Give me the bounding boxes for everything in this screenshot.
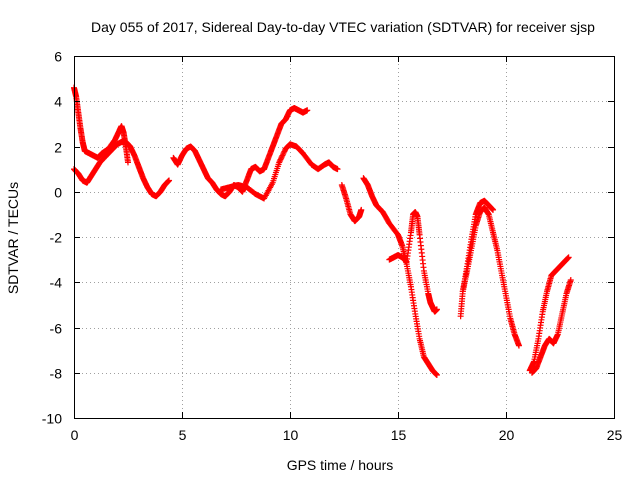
data-point	[565, 254, 572, 261]
x-axis-label: GPS time / hours	[287, 457, 394, 473]
data-marks	[71, 84, 574, 379]
series-track-i	[459, 197, 497, 295]
y-tick-label: 2	[54, 140, 62, 156]
y-tick-label: -10	[42, 411, 62, 427]
data-point	[125, 159, 131, 166]
x-tick-label: 5	[179, 427, 187, 443]
data-point	[358, 206, 365, 213]
axis-ticks: 0 5 10 15 20 25 -10 -8 -6 -4 -2 0 2 4 6	[42, 49, 623, 444]
y-tick-label: -4	[50, 275, 63, 291]
y-tick-label: 6	[54, 49, 62, 65]
data-point	[279, 152, 286, 159]
data-point	[276, 159, 283, 166]
data-point	[278, 153, 285, 160]
data-point	[280, 149, 287, 156]
y-tick-label: -6	[50, 321, 63, 337]
data-point	[433, 372, 440, 379]
data-point	[166, 177, 173, 184]
series-track-j	[526, 254, 572, 374]
y-tick-label: 4	[54, 94, 62, 110]
data-point	[334, 166, 341, 173]
x-tick-label: 10	[283, 427, 299, 443]
series-track-g	[386, 209, 440, 315]
chart-title: Day 055 of 2017, Sidereal Day-to-day VTE…	[91, 19, 595, 35]
data-point	[280, 151, 287, 158]
x-tick-label: 20	[499, 427, 515, 443]
series-track-b	[71, 138, 173, 200]
series-track-h	[457, 204, 522, 349]
data-point	[490, 206, 497, 213]
data-point	[277, 156, 284, 163]
series-track-a	[71, 84, 131, 166]
data-point	[276, 157, 283, 164]
series-track-f	[360, 175, 440, 379]
data-point	[304, 107, 311, 114]
data-point	[567, 276, 574, 283]
y-tick-label: -8	[50, 366, 63, 382]
data-point	[281, 148, 288, 155]
series-track-d	[217, 141, 341, 202]
y-axis-label: SDTVAR / TECUs	[5, 182, 21, 294]
data-point	[433, 306, 440, 313]
x-tick-label: 15	[391, 427, 407, 443]
data-point	[278, 155, 285, 162]
y-tick-label: -2	[50, 230, 63, 246]
x-tick-label: 0	[71, 427, 79, 443]
y-tick-label: 0	[54, 185, 62, 201]
series-track-k	[528, 276, 574, 376]
x-tick-label: 25	[607, 427, 623, 443]
data-point	[515, 342, 522, 349]
series-track-e	[338, 181, 365, 225]
